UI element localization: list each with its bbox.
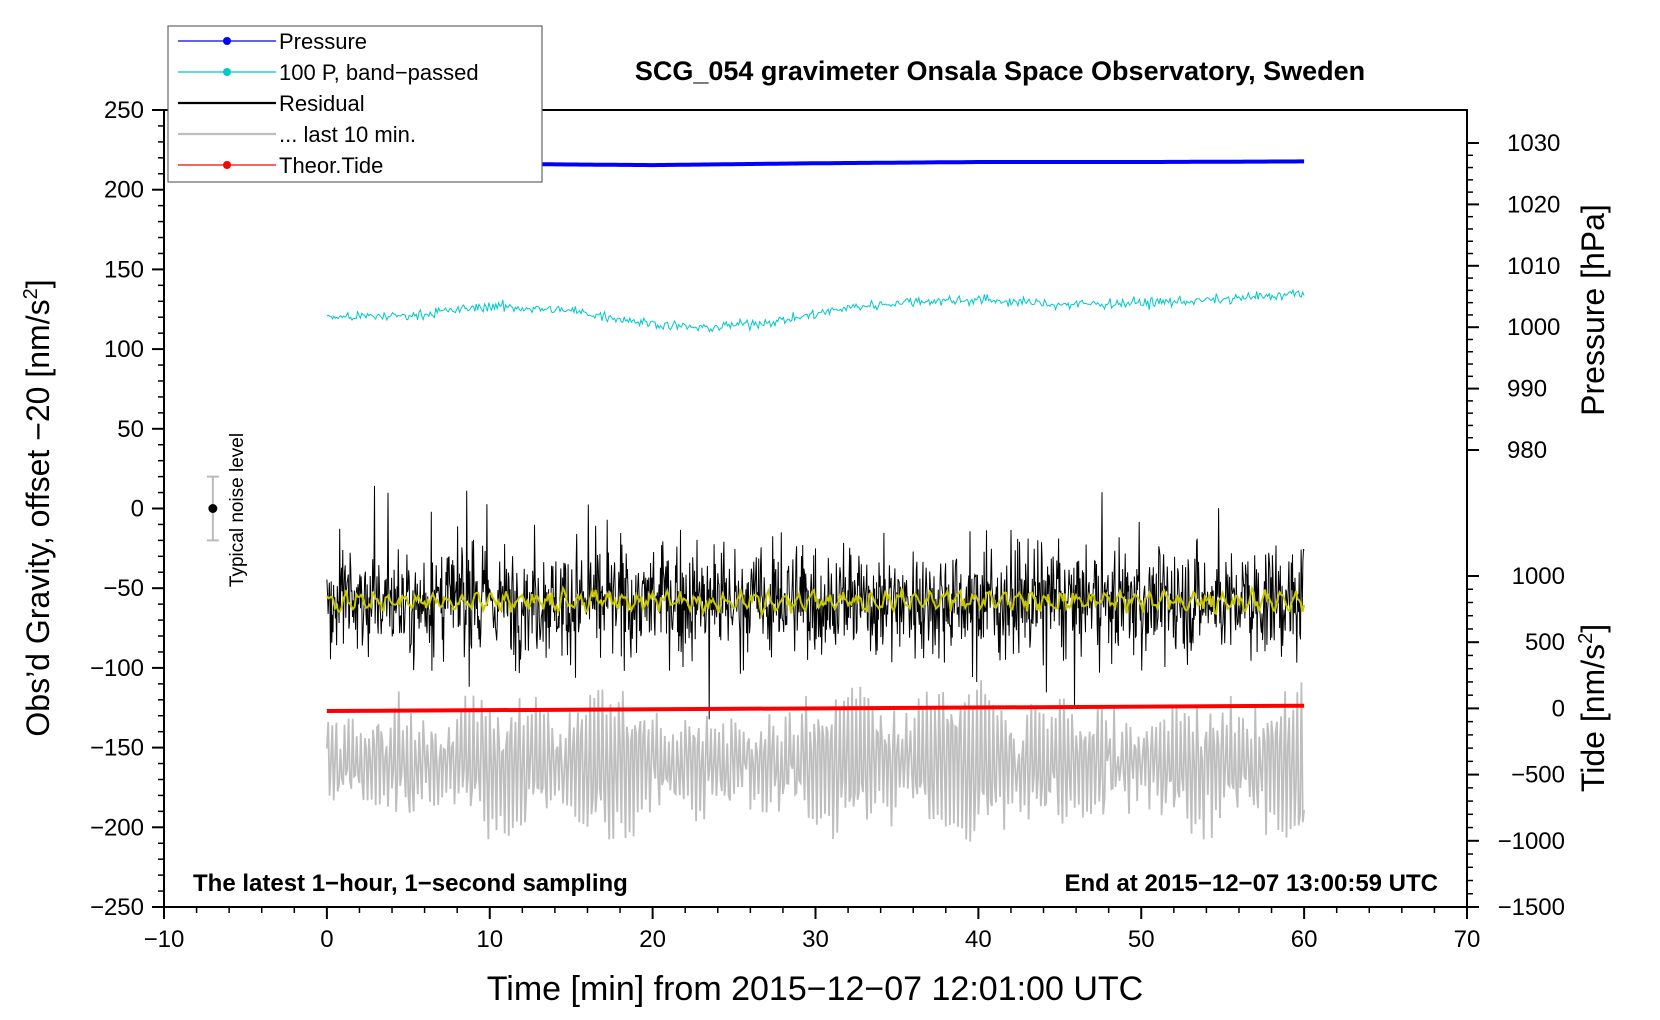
- series-theoretical-tide: [326, 703, 1305, 714]
- y-tick-label: −100: [90, 655, 144, 682]
- legend-label: ... last 10 min.: [279, 122, 416, 147]
- y-tick-label: 200: [104, 177, 144, 204]
- legend-label: 100 P, band−passed: [279, 60, 479, 85]
- series-band-passed-pressure: [326, 288, 1305, 334]
- tide-tick-label: 500: [1525, 629, 1565, 656]
- x-tick-label: 60: [1291, 926, 1318, 953]
- noise-bar: [206, 475, 219, 542]
- x-tick-label: 10: [476, 926, 503, 953]
- pressure-tick-label: 1020: [1507, 191, 1560, 218]
- tide-tick-label: 0: [1552, 695, 1565, 722]
- x-tick-label: 50: [1128, 926, 1155, 953]
- series-residual-smoothed: [326, 585, 1306, 619]
- y-tick-label: −50: [103, 575, 144, 602]
- tide-tick-label: −1000: [1498, 828, 1565, 855]
- y-axis-left: −250 −200 −150 −100 −50 0 50 100 150 200 250: [90, 97, 164, 921]
- series-residual: [326, 485, 1305, 720]
- y-axis-label-pressure: Pressure [hPa]: [1575, 204, 1611, 416]
- y-tick-label: 0: [131, 496, 144, 523]
- y-tick-label: −250: [90, 894, 144, 921]
- legend-marker: [223, 161, 231, 169]
- tide-tick-label: −1500: [1498, 894, 1565, 921]
- pressure-tick-label: 990: [1507, 376, 1547, 403]
- x-tick-label: −10: [144, 926, 185, 953]
- legend-label: Residual: [279, 91, 365, 116]
- x-tick-label: 30: [802, 926, 829, 953]
- pressure-tick-label: 1030: [1507, 130, 1560, 157]
- x-tick-label: 40: [965, 926, 992, 953]
- legend-marker: [223, 37, 231, 45]
- x-axis: −10 0 10 20 30 40 50 60 70: [144, 907, 1481, 953]
- legend-label: Pressure: [279, 29, 367, 54]
- tide-tick-label: 1000: [1512, 563, 1565, 590]
- tide-tick-label: −500: [1511, 762, 1565, 789]
- y-axis-label-left: Obs’d Gravity, offset −20 [nm/s2]: [20, 279, 56, 736]
- x-axis-label: Time [min] from 2015−12−07 12:01:00 UTC: [487, 970, 1143, 1008]
- pressure-tick-label: 1000: [1507, 314, 1560, 341]
- x-tick-label: 20: [639, 926, 666, 953]
- y-tick-label: −200: [90, 814, 144, 841]
- x-tick-label: 70: [1454, 926, 1481, 953]
- series-last-10-min: [326, 680, 1305, 842]
- x-tick-label: 0: [320, 926, 333, 953]
- noise-bar-point: [208, 504, 218, 513]
- y-tick-label: 150: [104, 256, 144, 283]
- chart-title: SCG_054 gravimeter Onsala Space Observat…: [635, 56, 1365, 86]
- y-axis-pressure: 980 990 1000 1010 1020 1030: [1467, 130, 1560, 464]
- legend-marker: [223, 68, 231, 76]
- y-tick-label: −150: [90, 735, 144, 762]
- legend-label: Theor.Tide: [279, 153, 383, 178]
- y-tick-label: 250: [104, 97, 144, 124]
- pressure-tick-label: 980: [1507, 437, 1547, 464]
- y-axis-tide: −1500 −1000 −500 0 500 1000: [1467, 563, 1565, 921]
- annotation-bottom-left: The latest 1−hour, 1−second sampling: [193, 870, 628, 897]
- annotation-bottom-right: End at 2015−12−07 13:00:59 UTC: [1064, 870, 1438, 897]
- noise-label: Typical noise level: [227, 433, 248, 587]
- pressure-tick-label: 1010: [1507, 253, 1560, 280]
- y-tick-label: 100: [104, 336, 144, 363]
- legend: Pressure 100 P, band−passed Residual ... la…: [167, 25, 543, 183]
- series-layer: [326, 159, 1306, 842]
- y-axis-label-tide: Tide [nm/s2]: [1575, 624, 1611, 792]
- y-tick-label: 50: [117, 416, 144, 443]
